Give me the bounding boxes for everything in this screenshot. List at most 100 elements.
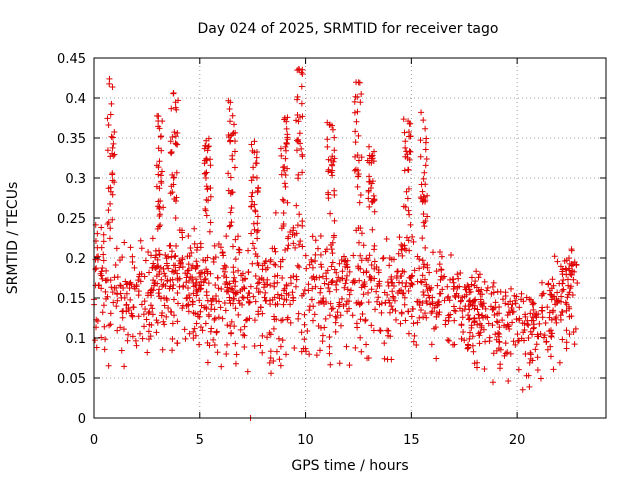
data-point [290,240,297,247]
data-point [427,301,434,308]
data-point [530,325,537,332]
data-point [174,141,181,148]
data-point [228,285,235,292]
data-point [267,331,274,338]
data-point [548,292,555,299]
data-point [369,226,376,233]
data-point [369,198,376,205]
data-point [363,341,370,348]
data-point [317,261,324,268]
data-point [232,256,239,263]
data-point [389,288,396,295]
data-point [320,295,327,302]
data-point [422,146,429,153]
data-point [109,84,116,91]
data-point [407,133,414,140]
data-point [197,308,204,315]
data-point [283,281,290,288]
data-point [474,306,481,313]
x-tick-label: 5 [196,433,204,448]
data-point [145,248,152,255]
data-point [416,314,423,321]
data-point [317,251,324,258]
data-point [139,335,146,342]
plot-frame [93,57,607,419]
data-point [365,355,372,362]
data-point [144,349,151,356]
data-point [424,213,431,220]
data-point [335,274,342,281]
data-point [392,307,399,314]
data-point [319,298,326,305]
y-tick-label: 0.15 [57,292,86,307]
data-point [227,174,234,181]
data-point [107,225,114,232]
data-point [236,247,243,254]
data-point [558,293,565,300]
data-point [559,287,566,294]
data-point [259,310,266,317]
data-point [293,230,300,237]
data-point [465,316,472,323]
data-point [325,168,332,175]
data-point [183,279,190,286]
data-point [402,138,409,145]
data-point [418,279,425,286]
data-point [479,291,486,298]
data-point [168,183,175,190]
data-point [100,251,107,258]
data-point [362,316,369,323]
data-point [287,280,294,287]
data-point [185,233,192,240]
data-point [202,257,209,264]
data-point [155,123,162,130]
data-point [278,317,285,324]
data-point [283,139,290,146]
data-point [131,264,138,271]
data-point [379,255,386,262]
data-point [121,239,128,246]
data-point [218,286,225,293]
data-point [479,312,486,319]
data-point [296,130,303,137]
data-point [128,281,135,288]
data-point [351,109,358,116]
data-point [417,278,424,285]
data-point [333,286,340,293]
data-point [313,352,320,359]
data-point [248,230,255,237]
data-point [197,285,204,292]
data-point [493,347,500,354]
data-point [293,202,300,209]
data-point [447,276,454,283]
data-point [559,309,566,316]
data-point [360,291,367,298]
data-point [399,252,406,259]
data-point [370,192,377,199]
data-point [289,231,296,238]
data-point [344,308,351,315]
data-point [281,163,288,170]
data-point [277,145,284,152]
data-point [282,246,289,253]
data-point [117,324,124,331]
data-point [271,316,278,323]
data-point [525,334,532,341]
data-point [278,171,285,178]
data-point [421,223,428,230]
data-point [133,342,140,349]
data-point [311,311,318,318]
data-point [110,299,117,306]
data-point [100,231,107,238]
data-point [225,288,232,295]
data-point [493,318,500,325]
data-point [420,288,427,295]
data-point [223,264,230,271]
data-point [140,311,147,318]
data-point [502,350,509,357]
data-point [110,140,117,147]
data-point [226,280,233,287]
data-point [229,152,236,159]
data-point [323,270,330,277]
data-point [465,312,472,319]
